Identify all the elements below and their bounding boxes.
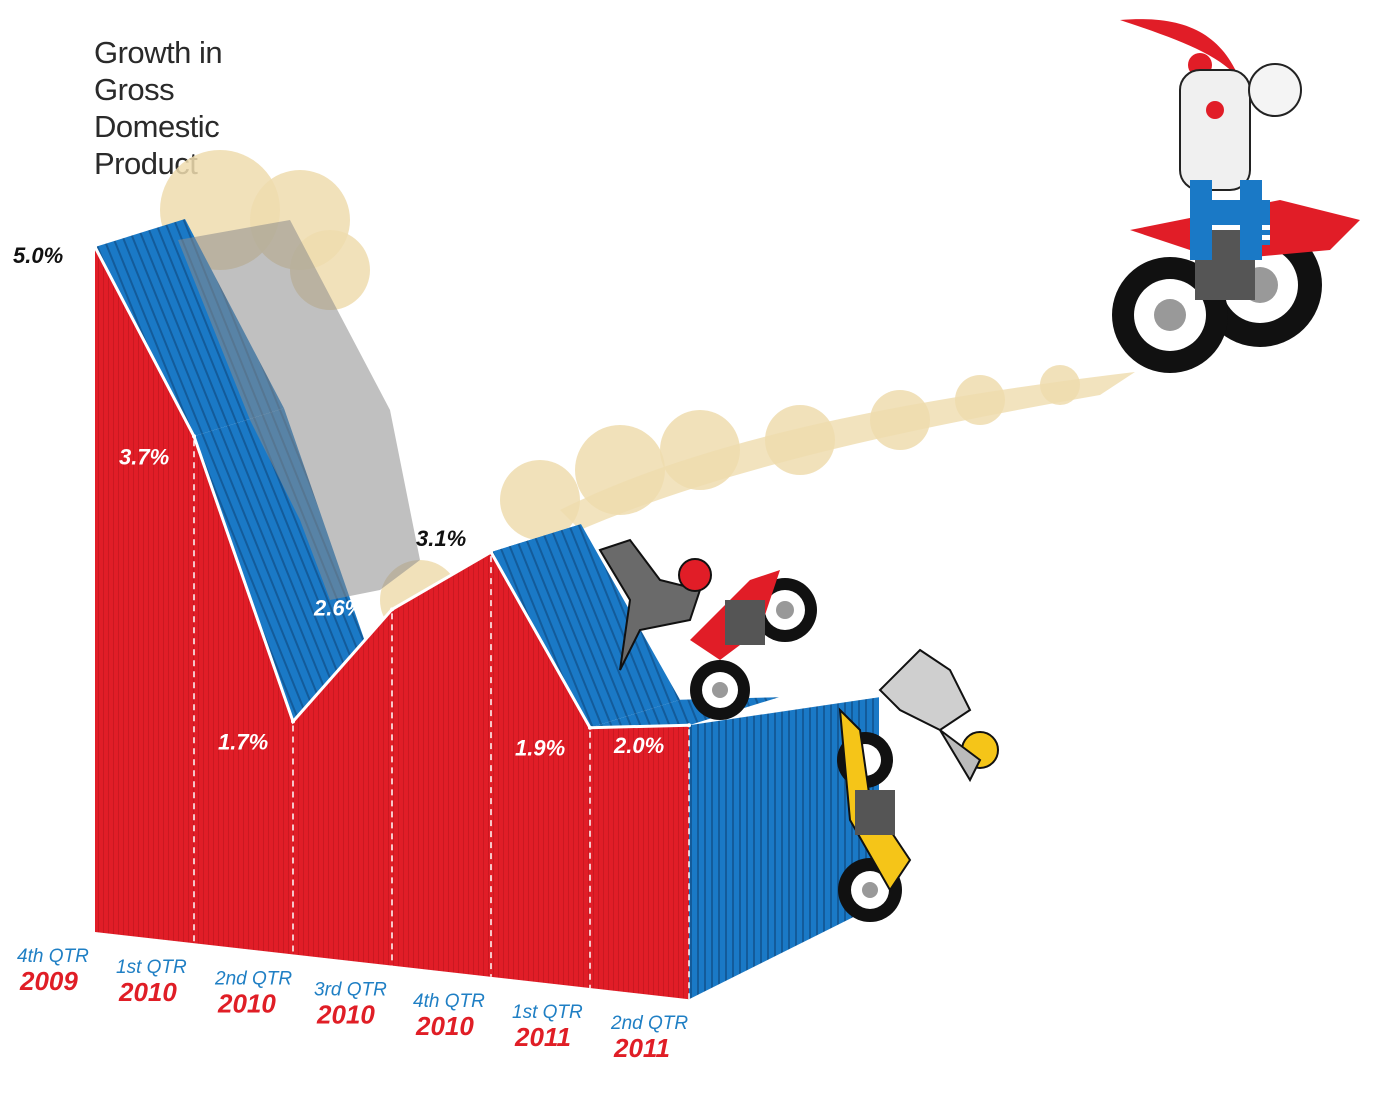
- chart-title: Growth in Gross Domestic Product: [94, 34, 294, 182]
- value-label-4: 2.6%: [313, 595, 364, 620]
- falling-rider-red-icon: [598, 538, 817, 720]
- year-label-5: 2010: [415, 1011, 474, 1041]
- chart-marks: [93, 245, 691, 1000]
- value-label-3: 1.7%: [218, 730, 268, 755]
- front-face: [95, 247, 689, 1000]
- data-point-2: [192, 434, 196, 439]
- value-label-5: 3.1%: [416, 526, 466, 551]
- data-point-4: [390, 607, 394, 612]
- title-line-1: Growth in: [94, 35, 223, 70]
- year-label-2: 2010: [118, 977, 177, 1007]
- falling-rider-yellow-icon: [837, 648, 999, 922]
- data-point-6: [588, 725, 592, 730]
- value-label-2: 3.7%: [119, 444, 169, 469]
- quarter-label-3: 2nd QTR: [214, 968, 292, 989]
- quarter-label-2: 1st QTR: [116, 957, 187, 978]
- side-face: [689, 697, 879, 1000]
- year-label-6: 2011: [514, 1022, 571, 1052]
- year-label-3: 2010: [217, 988, 276, 1018]
- quarter-label-6: 1st QTR: [512, 1002, 583, 1023]
- chart-front-face: [95, 247, 689, 1000]
- quarter-label-7: 2nd QTR: [610, 1013, 688, 1034]
- quarter-label-1: 4th QTR: [17, 946, 89, 967]
- year-label-1: 2009: [19, 966, 78, 996]
- quarter-label-5: 4th QTR: [413, 991, 485, 1012]
- quarter-label-4: 3rd QTR: [314, 980, 387, 1001]
- top-surface-segment-5: [491, 524, 680, 728]
- smoke-plume: [178, 220, 420, 600]
- data-point-5: [489, 550, 493, 555]
- top-surface-segment-2: [194, 408, 383, 722]
- value-label-7: 2.0%: [613, 733, 664, 758]
- data-point-3: [291, 719, 295, 724]
- flag-rider-icon: [1112, 19, 1360, 373]
- title-line-2: Gross: [94, 72, 175, 107]
- data-point-7: [687, 723, 691, 728]
- value-label-1: 5.0%: [13, 243, 63, 268]
- year-label-7: 2011: [613, 1033, 670, 1063]
- data-point-1: [93, 245, 97, 249]
- value-label-6: 1.9%: [515, 736, 565, 761]
- year-label-4: 2010: [316, 1000, 375, 1030]
- title-line-3: Domestic: [94, 109, 220, 144]
